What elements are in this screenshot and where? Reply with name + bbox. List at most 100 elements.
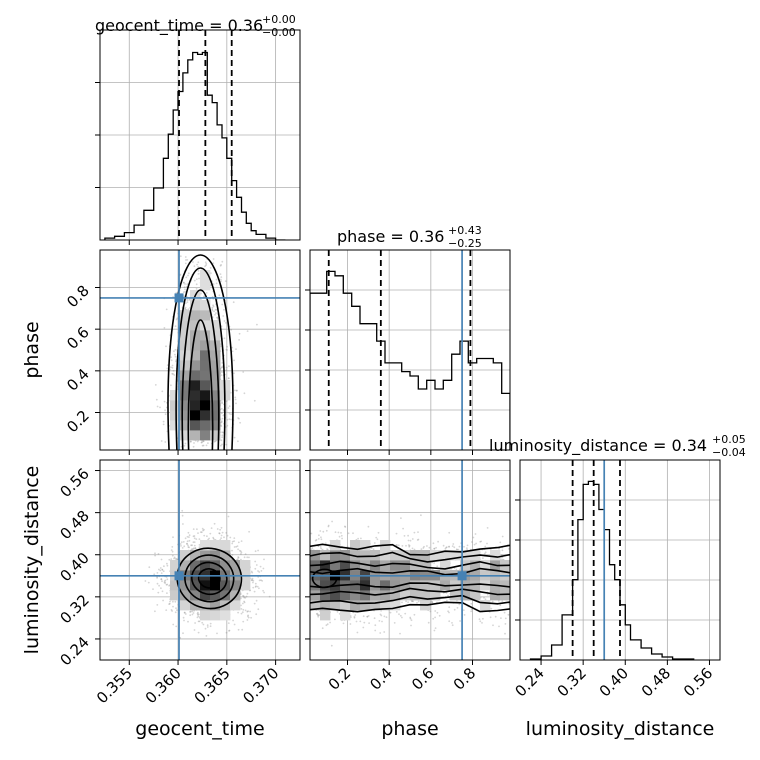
sample-point (190, 440, 192, 443)
sample-point (220, 537, 223, 539)
sample-point (252, 579, 255, 582)
sample-point (199, 531, 202, 533)
density-cell (190, 350, 201, 361)
ylabel-luminosity-distance: luminosity_distance (21, 466, 43, 655)
sample-point (173, 374, 176, 376)
sample-point (219, 528, 222, 531)
sample-point (179, 273, 182, 276)
sample-point (174, 348, 177, 351)
sample-point (159, 406, 161, 409)
density-cell (200, 410, 211, 421)
sample-point (225, 631, 228, 634)
sample-point (231, 350, 234, 353)
sample-point (235, 389, 238, 392)
sample-point (183, 295, 186, 297)
sample-point (244, 609, 247, 612)
sample-point (242, 594, 244, 597)
sample-point (215, 278, 218, 281)
sample-point (197, 273, 200, 275)
density-cell (190, 430, 201, 441)
sample-point (230, 328, 233, 331)
sample-point (261, 580, 264, 582)
sample-point (161, 390, 164, 393)
sample-point (240, 551, 243, 554)
sample-point (179, 543, 182, 545)
sample-point (198, 538, 201, 540)
sample-point (246, 610, 249, 613)
sample-point (195, 278, 198, 280)
sample-point (164, 579, 167, 582)
sample-point (235, 348, 237, 350)
sample-point (211, 308, 214, 311)
contours-phase-vs-geocent-time (167, 254, 234, 450)
sample-point (227, 377, 230, 379)
sample-point (193, 544, 196, 547)
sample-point (188, 546, 191, 549)
sample-point (186, 543, 189, 545)
density-cell (170, 410, 181, 421)
sample-point (221, 303, 224, 306)
grid-1-1 (310, 250, 510, 450)
sample-point (180, 545, 182, 547)
density-cell (190, 300, 201, 311)
sample-point (157, 553, 160, 555)
sample-point (218, 532, 221, 535)
sample-point (155, 398, 158, 401)
sample-point (245, 595, 248, 598)
sample-point (235, 402, 237, 405)
sample-point (250, 616, 253, 619)
density-cell (170, 420, 181, 431)
sample-point (171, 554, 174, 557)
sample-point (227, 377, 230, 380)
density-cell (180, 360, 191, 371)
sample-point (238, 417, 240, 420)
sample-point (171, 550, 174, 553)
sample-point (244, 553, 247, 555)
sample-point (200, 441, 203, 444)
sample-point (221, 431, 224, 434)
sample-point (156, 604, 159, 606)
sample-point (224, 280, 227, 282)
sample-point (215, 282, 218, 285)
sample-point (205, 264, 207, 267)
sample-point (223, 320, 226, 322)
sample-point (144, 580, 147, 582)
sample-point (212, 258, 215, 260)
density-cell (190, 420, 201, 431)
sample-point (157, 591, 160, 594)
sample-point (160, 578, 163, 581)
sample-point (186, 283, 189, 286)
sample-point (221, 401, 223, 403)
sample-point (233, 546, 236, 548)
sample-point (198, 544, 201, 546)
sample-point (233, 540, 236, 542)
sample-point (197, 615, 200, 618)
sample-point (216, 632, 218, 635)
sample-point (172, 605, 174, 608)
sample-point (193, 535, 196, 537)
sample-point (216, 316, 218, 319)
sample-point (205, 444, 208, 447)
sample-point (170, 549, 173, 551)
sample-point (193, 442, 195, 444)
sample-point (220, 407, 223, 410)
sample-point (256, 323, 258, 326)
sample-point (204, 265, 206, 268)
sample-point (252, 581, 254, 584)
sample-point (236, 558, 239, 561)
sample-point (233, 436, 236, 439)
sample-point (205, 262, 208, 265)
sample-point (191, 544, 194, 547)
sample-point (221, 417, 224, 420)
sample-point (186, 535, 189, 538)
sample-point (225, 366, 228, 369)
density-cell (210, 360, 221, 371)
sample-point (174, 557, 177, 560)
sample-point (237, 541, 240, 544)
sample-point (220, 371, 223, 373)
sample-point (249, 610, 252, 613)
sample-point (250, 570, 253, 573)
sample-point (227, 407, 230, 409)
sample-point (154, 552, 156, 555)
sample-point (183, 545, 186, 548)
